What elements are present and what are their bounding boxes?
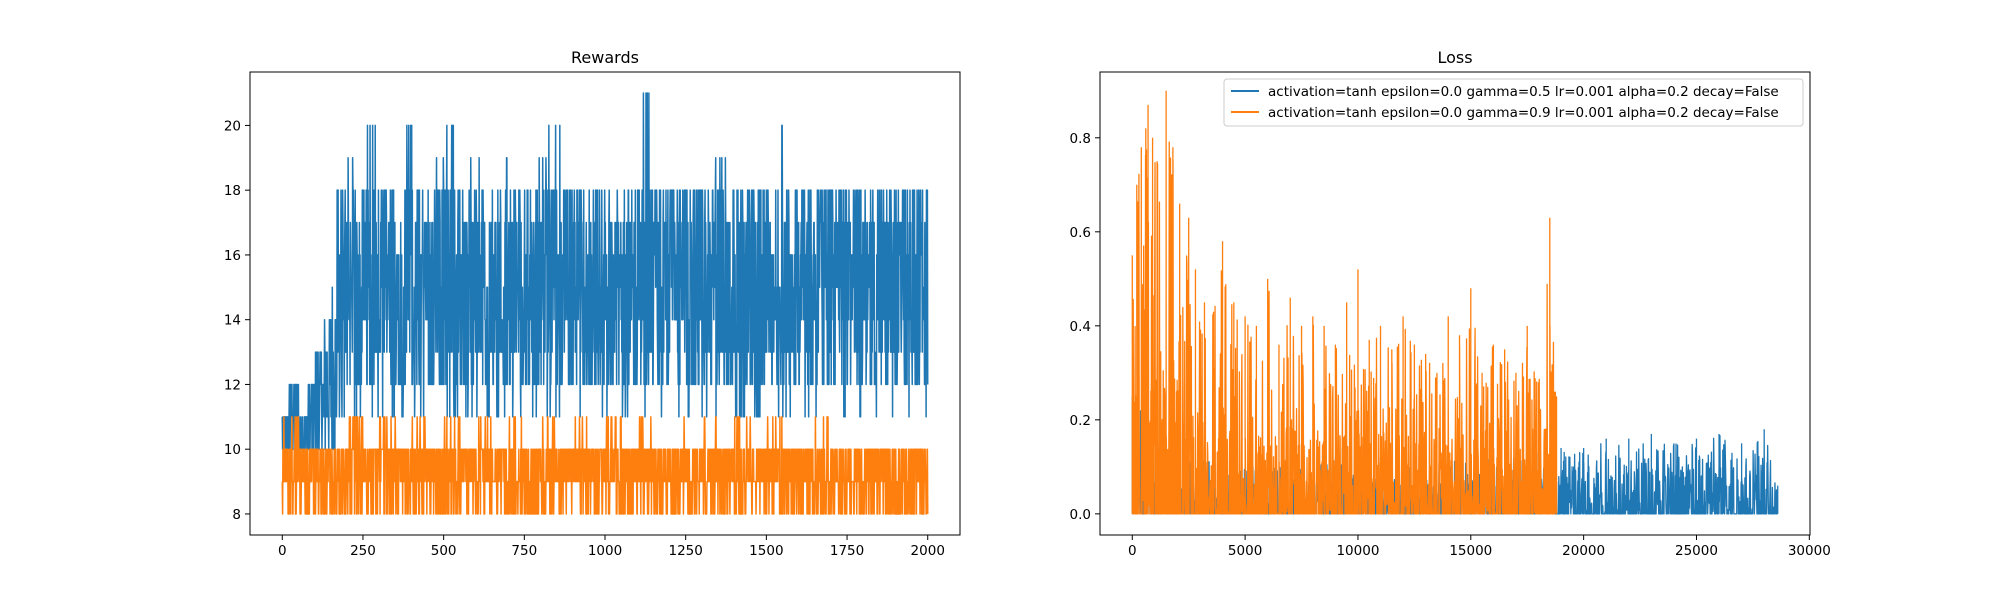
rewards-series-1-line: [281, 92, 929, 450]
loss-ytick-label: 0.8: [1070, 131, 1091, 147]
rewards-series-2-line: [281, 416, 929, 515]
loss-ytick-label: 0.4: [1070, 319, 1091, 335]
loss-ticks: 0 5000 10000 15000 20000 25000 30000 0.0 0.2 0.4 0…: [1070, 131, 1831, 559]
loss-ytick-label: 0.2: [1070, 413, 1091, 429]
loss-legend: activation=tanh epsilon=0.0 gamma=0.5 lr…: [1223, 78, 1804, 127]
loss-title: Loss: [1437, 48, 1472, 67]
rewards-ytick-label: 20: [224, 118, 241, 134]
legend-label-series-1: activation=tanh epsilon=0.0 gamma=0.5 lr…: [1268, 84, 1779, 100]
loss-xtick-label: 15000: [1449, 543, 1492, 559]
rewards-ytick-label: 16: [224, 248, 241, 264]
rewards-ytick-label: 14: [224, 313, 241, 329]
rewards-xtick-label: 1250: [669, 543, 703, 559]
rewards-axes-frame: [249, 71, 961, 536]
legend-label-series-2: activation=tanh epsilon=0.0 gamma=0.9 lr…: [1268, 105, 1779, 121]
rewards-ytick-label: 8: [232, 507, 241, 523]
loss-xtick-label: 10000: [1336, 543, 1379, 559]
loss-xtick-label: 30000: [1788, 543, 1831, 559]
rewards-title: Rewards: [571, 48, 639, 67]
rewards-xtick-label: 2000: [911, 543, 945, 559]
loss-ytick-label: 0.6: [1070, 225, 1091, 241]
rewards-panel: Rewards 0 250 500 750 1000 1250 1500 1750 2000 8 1…: [224, 48, 961, 559]
loss-series-2-line: [1131, 90, 1558, 515]
rewards-xtick-label: 1750: [830, 543, 864, 559]
loss-panel: Loss 0 5000 10000 15000 20000 25000 30000 0.0 0.…: [1070, 48, 1831, 559]
loss-ytick-label: 0.0: [1070, 507, 1091, 523]
rewards-xtick-label: 250: [350, 543, 376, 559]
rewards-ytick-label: 10: [224, 442, 241, 458]
loss-series-group: [1131, 90, 1779, 515]
rewards-ticks: 0 250 500 750 1000 1250 1500 1750 2000 8 10 12 14 16 1…: [224, 118, 945, 559]
rewards-xtick-label: 1000: [588, 543, 622, 559]
rewards-ytick-label: 12: [224, 377, 241, 393]
rewards-xtick-label: 1500: [749, 543, 783, 559]
rewards-xtick-label: 750: [511, 543, 537, 559]
rewards-xtick-label: 500: [431, 543, 457, 559]
loss-xtick-label: 20000: [1562, 543, 1605, 559]
rewards-xtick-label: 0: [278, 543, 287, 559]
loss-axes-frame: [1099, 71, 1811, 536]
rewards-series-group: [281, 92, 929, 515]
legend-frame: [1223, 78, 1804, 127]
loss-xtick-label: 5000: [1228, 543, 1262, 559]
loss-xtick-label: 25000: [1675, 543, 1718, 559]
rewards-ytick-label: 18: [224, 183, 241, 199]
loss-xtick-label: 0: [1128, 543, 1137, 559]
